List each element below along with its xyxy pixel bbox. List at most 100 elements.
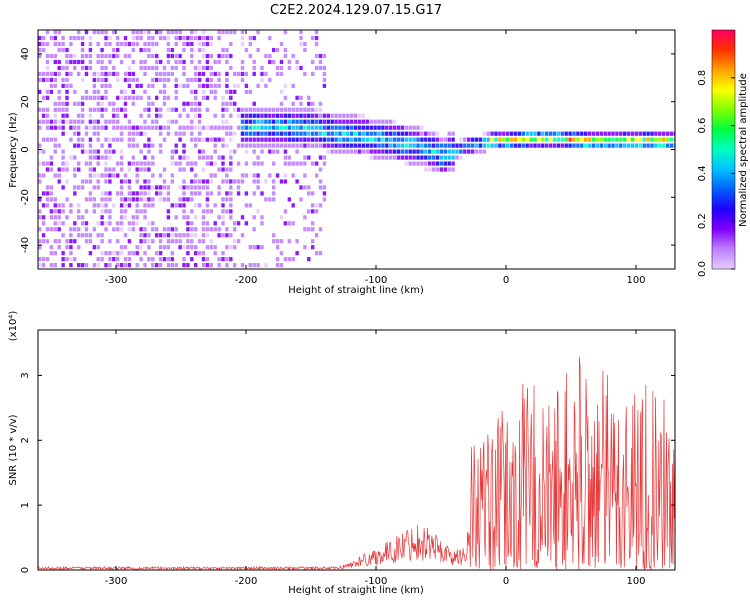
heat-cell — [221, 215, 225, 220]
heat-cell — [268, 173, 272, 178]
heat-cell — [123, 41, 128, 47]
heat-cell — [96, 155, 100, 160]
heat-cell — [119, 125, 124, 130]
heat-cell — [607, 143, 611, 148]
heat-cell — [615, 137, 619, 142]
heat-cell — [498, 137, 502, 142]
heat-cell — [287, 131, 291, 136]
heat-cell — [104, 41, 108, 47]
heat-cell — [318, 137, 323, 142]
heat-cell — [225, 227, 229, 232]
heat-cell — [346, 113, 350, 118]
colorbar-label: Normalized spectral amplitude — [738, 73, 749, 227]
heat-cell — [353, 143, 358, 148]
heat-cell — [108, 209, 112, 214]
heat-cell — [334, 143, 338, 148]
heat-cell — [260, 191, 264, 196]
heat-cell — [139, 233, 143, 238]
heat-cell — [303, 173, 307, 178]
heat-cell — [49, 35, 54, 41]
heat-cell — [517, 137, 522, 142]
heat-cell — [139, 239, 143, 244]
heat-cell — [166, 185, 171, 190]
heat-cell — [525, 131, 529, 136]
heat-cell — [260, 161, 264, 166]
heat-cell — [73, 101, 77, 106]
heat-cell — [311, 227, 315, 232]
heat-cell — [513, 137, 518, 142]
heat-cell — [264, 263, 268, 268]
heat-cell — [123, 113, 128, 118]
heat-cell — [53, 203, 57, 208]
heat-cell — [190, 191, 194, 196]
heat-cell — [174, 83, 178, 88]
heat-cell — [225, 119, 229, 124]
heat-cell — [84, 149, 89, 154]
heat-cell — [131, 47, 135, 53]
heat-cell — [112, 257, 116, 262]
heat-cell — [77, 101, 81, 106]
heat-cell — [338, 143, 342, 148]
heat-cell — [248, 245, 252, 250]
heat-cell — [170, 203, 174, 208]
heat-cell — [73, 53, 77, 59]
heat-cell — [209, 65, 213, 71]
heat-cell — [182, 209, 186, 214]
heat-cell — [217, 227, 221, 232]
heat-cell — [494, 143, 498, 148]
heat-cell — [318, 179, 323, 184]
heat-cell — [116, 191, 120, 196]
heat-cell — [190, 137, 194, 142]
spectrogram-x-ticks: -300 -200 -100 0 100 — [105, 30, 646, 286]
heat-cell — [166, 191, 171, 196]
heat-cell — [396, 149, 401, 154]
heat-cell — [194, 173, 198, 178]
heat-cell — [463, 149, 467, 154]
heat-cell — [217, 83, 221, 88]
heat-cell — [53, 251, 57, 256]
heat-cell — [49, 209, 54, 214]
heat-cell — [447, 149, 451, 154]
heat-cell — [155, 65, 159, 71]
heat-cell — [619, 131, 623, 136]
heat-cell — [416, 155, 420, 160]
heat-cell — [205, 155, 210, 160]
y-tick-label: 20 — [20, 95, 31, 108]
heat-cell — [314, 65, 319, 71]
heat-cell — [170, 155, 174, 160]
heat-cell — [100, 251, 104, 256]
heat-cell — [408, 125, 412, 130]
heat-cell — [108, 119, 112, 124]
heat-cell — [221, 125, 225, 130]
heat-cell — [272, 119, 276, 124]
heat-cell — [108, 179, 112, 184]
heat-cell — [275, 119, 280, 124]
heat-cell — [119, 137, 124, 142]
heat-cell — [61, 65, 65, 71]
heat-cell — [143, 215, 147, 220]
heat-cell — [135, 41, 139, 47]
heat-cell — [151, 125, 155, 130]
heat-cell — [166, 59, 171, 65]
heat-cell — [41, 107, 46, 112]
heat-cell — [283, 221, 288, 226]
heat-cell — [256, 125, 260, 130]
heat-cell — [291, 119, 295, 124]
heat-cell — [205, 95, 210, 100]
heat-cell — [135, 203, 139, 208]
heat-cell — [194, 95, 198, 100]
heat-cell — [127, 125, 132, 130]
heat-cell — [314, 107, 319, 112]
heat-cell — [45, 77, 50, 82]
heat-cell — [84, 95, 89, 100]
heat-cell — [252, 71, 256, 77]
snr-frame — [37, 329, 676, 571]
heat-cell — [182, 215, 186, 220]
heat-cell — [256, 83, 260, 88]
heat-cell — [201, 209, 206, 214]
heat-cell — [201, 83, 206, 88]
heat-cell — [170, 53, 174, 59]
heat-cell — [400, 149, 405, 154]
heat-cell — [353, 119, 358, 124]
heat-cell — [225, 107, 229, 112]
